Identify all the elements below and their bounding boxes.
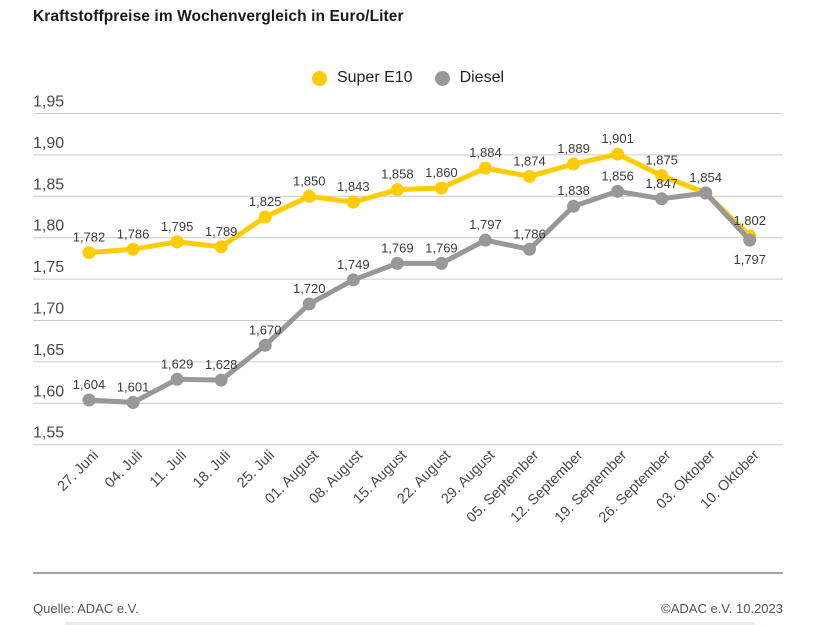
series-line-1 — [86, 188, 753, 405]
value-label: 1,749 — [337, 257, 370, 272]
data-point — [523, 242, 536, 256]
data-point — [258, 210, 272, 224]
value-label: 1,860 — [425, 165, 458, 180]
data-point — [478, 161, 492, 175]
data-point — [302, 297, 316, 311]
y-tick-label: 1,60 — [33, 383, 64, 400]
value-label: 1,802 — [733, 213, 766, 228]
value-label: 1,858 — [381, 167, 414, 182]
value-label: 1,789 — [205, 224, 238, 239]
source-credit: Quelle: ADAC e.V. — [33, 601, 139, 616]
bottom-bar — [65, 622, 755, 625]
data-point — [390, 183, 404, 197]
y-tick-label: 1,85 — [33, 176, 64, 193]
value-label: 1,901 — [601, 131, 634, 146]
value-label: 1,601 — [117, 379, 150, 394]
value-label: 1,854 — [689, 170, 722, 185]
data-point — [611, 147, 625, 161]
data-point — [478, 233, 492, 247]
value-label: 1,629 — [161, 356, 194, 371]
value-label: 1,720 — [293, 281, 326, 296]
x-tick-label: 18. Juli — [190, 448, 234, 492]
data-point — [170, 372, 184, 386]
data-point — [126, 242, 140, 256]
copyright-notice: ©ADAC e.V. 10.2023 — [661, 601, 783, 616]
value-label: 1,847 — [645, 176, 678, 191]
legend-item-diesel: Diesel — [434, 69, 505, 87]
data-point — [82, 246, 96, 260]
value-label: 1,843 — [337, 179, 370, 194]
y-tick-label: 1,80 — [33, 218, 64, 235]
value-label: 1,856 — [601, 168, 634, 183]
data-point — [567, 199, 581, 213]
data-point — [655, 169, 669, 183]
data-point — [567, 157, 581, 171]
legend-label-super-e10: Super E10 — [336, 69, 413, 86]
x-tick-label: 11. Juli — [147, 448, 190, 491]
data-point — [434, 256, 448, 270]
value-label: 1,884 — [469, 145, 502, 160]
data-point — [82, 393, 96, 407]
data-point — [434, 181, 448, 195]
data-point — [214, 240, 228, 254]
data-point — [258, 338, 272, 352]
data-point — [655, 192, 669, 206]
legend-dot-super-e10-icon — [311, 70, 327, 86]
value-label: 1,786 — [117, 226, 150, 241]
footer-divider — [33, 572, 783, 574]
series-line-0 — [86, 151, 753, 256]
data-point — [523, 169, 536, 183]
chart-legend: Super E10 Diesel — [0, 69, 816, 87]
chart-title: Kraftstoffpreise im Wochenvergleich in E… — [33, 8, 404, 25]
footer: Quelle: ADAC e.V. ©ADAC e.V. 10.2023 — [33, 601, 783, 616]
value-label: 1,769 — [381, 240, 414, 255]
value-label: 1,874 — [513, 153, 546, 168]
value-label: 1,786 — [513, 226, 546, 241]
legend-dot-diesel-icon — [434, 70, 450, 86]
y-tick-label: 1,90 — [33, 135, 64, 152]
y-tick-label: 1,55 — [33, 425, 64, 442]
data-point — [214, 373, 228, 387]
value-label: 1,797 — [733, 252, 766, 267]
legend-label-diesel: Diesel — [459, 69, 505, 86]
data-point — [743, 233, 757, 247]
value-label: 1,889 — [557, 141, 590, 156]
data-point — [126, 395, 140, 409]
x-tick-label: 27. Juni — [55, 448, 102, 495]
data-point — [346, 195, 360, 209]
data-point — [346, 273, 360, 287]
value-label: 1,838 — [557, 183, 590, 198]
data-point — [699, 186, 713, 200]
value-label: 1,875 — [645, 153, 678, 168]
value-label: 1,604 — [73, 377, 106, 392]
y-tick-label: 1,65 — [33, 342, 64, 359]
value-label: 1,769 — [425, 240, 458, 255]
value-label: 1,850 — [293, 173, 326, 188]
value-label: 1,797 — [469, 217, 502, 232]
value-label: 1,825 — [249, 194, 282, 209]
legend-item-super-e10: Super E10 — [311, 69, 413, 87]
data-point — [390, 256, 404, 270]
data-point — [611, 184, 625, 198]
value-label: 1,628 — [205, 357, 238, 372]
x-tick-label: 04. Juli — [102, 448, 146, 492]
value-label: 1,795 — [161, 219, 194, 234]
y-tick-label: 1,95 — [33, 94, 64, 111]
y-tick-label: 1,75 — [33, 259, 64, 276]
y-tick-label: 1,70 — [33, 301, 64, 318]
data-point — [302, 189, 316, 203]
data-point — [170, 235, 184, 249]
value-label: 1,670 — [249, 322, 282, 337]
value-label: 1,782 — [73, 230, 106, 245]
x-tick-label: 25. Juli — [234, 448, 278, 492]
